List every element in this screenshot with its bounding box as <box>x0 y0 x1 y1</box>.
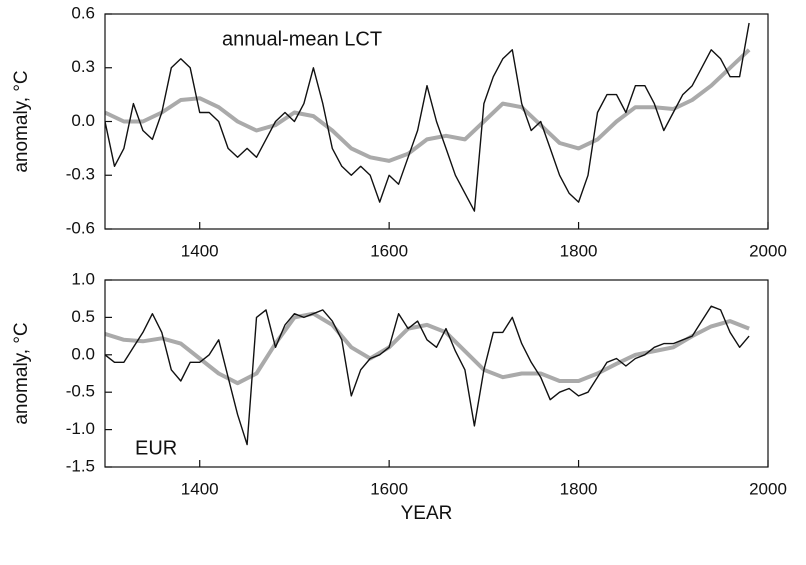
y-tick-label: -0.6 <box>66 218 95 237</box>
plot <box>105 305 750 446</box>
y-tick-label: 0.0 <box>71 344 95 363</box>
x-tick-label: 1400 <box>181 479 219 498</box>
y-tick-label: -0.3 <box>66 165 95 184</box>
x-axis-label: YEAR <box>401 503 453 524</box>
y-tick-label: 0.5 <box>71 307 95 326</box>
x-tick-label: 1800 <box>560 241 598 260</box>
y-axis-label: anomaly, °C <box>11 70 32 172</box>
smooth-line <box>105 311 750 386</box>
y-tick-label: -1.0 <box>66 419 95 438</box>
x-tick-label: 2000 <box>749 479 787 498</box>
x-tick-label: 1600 <box>370 479 408 498</box>
data-line <box>105 305 750 446</box>
x-tick-label: 1400 <box>181 241 219 260</box>
smooth-line <box>105 48 751 163</box>
plot <box>105 22 751 212</box>
y-tick-label: 0.3 <box>71 57 95 76</box>
x-tick-label: 1800 <box>560 479 598 498</box>
y-tick-label: 1.0 <box>71 269 95 288</box>
annotation: EUR <box>135 437 177 459</box>
annotation: annual-mean LCT <box>222 28 382 50</box>
y-tick-label: -0.5 <box>66 382 95 401</box>
y-axis-label: anomaly, °C <box>11 322 32 424</box>
y-tick-label: 0.0 <box>71 111 95 130</box>
plot-frame <box>104 279 769 468</box>
x-tick-label: 2000 <box>749 241 787 260</box>
y-tick-label: -1.5 <box>66 456 95 475</box>
y-tick-label: 0.6 <box>71 3 95 22</box>
x-tick-label: 1600 <box>370 241 408 260</box>
plot-frame <box>104 13 769 230</box>
data-line <box>105 22 750 212</box>
